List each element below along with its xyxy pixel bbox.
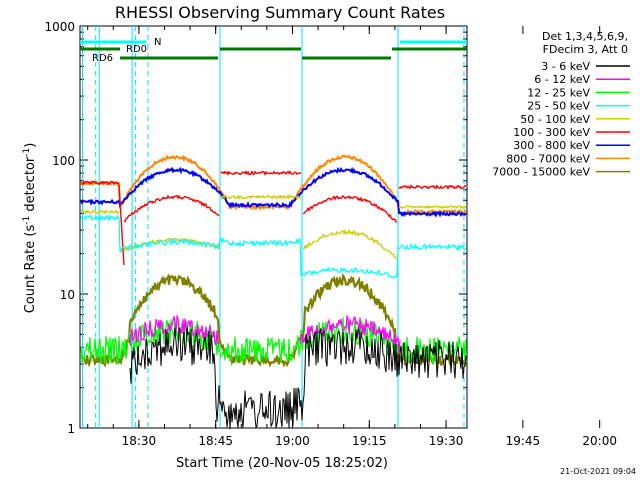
legend-label: 25 - 50 keV [527,100,590,113]
x-tick-label: 20:00 [582,434,617,448]
y-tick-label: 10 [60,288,75,302]
y-axis-label: Count Rate (s-1 detector-1) [22,143,38,314]
legend-label: 100 - 300 keV [513,126,590,139]
flag-n-label: N [154,37,161,48]
x-tick-label: 18:30 [122,434,157,448]
timestamp: 21-Oct-2021 09:04 [560,467,636,476]
x-tick-label: 19:45 [506,434,541,448]
series-red-end [398,184,467,191]
x-axis-label: Start Time (20-Nov-05 18:25:02) [176,456,388,471]
series-cyan [80,213,467,279]
x-tick-label: 19:30 [429,434,464,448]
legend-header: Det 1,3,4,5,6,9, [542,30,628,43]
series-yellow-mid [220,194,302,201]
series-green [80,317,467,365]
series-blue [80,166,466,218]
plot-frame [79,25,468,429]
y-tick-label: 100 [52,154,75,168]
series-red-mid2 [302,194,398,223]
legend-label: 3 - 6 keV [541,60,590,73]
chart-title: RHESSI Observing Summary Count Rates [115,3,445,22]
y-tick-label: 1 [67,422,75,436]
series-red-high [80,180,120,186]
flag-rd0-label: RD0 [126,44,147,55]
x-tick-label: 18:45 [198,434,233,448]
series-black [129,327,467,430]
legend-label: 800 - 7000 keV [506,152,590,165]
series-yellow-mid2 [302,228,398,260]
flag-rd6-label: RD6 [92,53,113,64]
x-tick-label: 19:15 [352,434,387,448]
legend-label: 300 - 800 keV [513,139,590,152]
legend-label: 50 - 100 keV [520,113,590,126]
x-tick-label: 19:00 [275,434,310,448]
series-magenta [129,314,401,353]
series-yellow-end [398,204,467,210]
legend-label: 7000 - 15000 keV [492,166,590,179]
legend-label: 6 - 12 keV [534,73,590,86]
series-red-mid [123,194,220,223]
y-tick-label: 1000 [44,20,75,34]
series-red-step [118,184,125,266]
legend-label: 12 - 25 keV [527,86,590,99]
series-red-top [220,170,302,177]
legend-header: FDecim 3, Att 0 [543,43,628,56]
